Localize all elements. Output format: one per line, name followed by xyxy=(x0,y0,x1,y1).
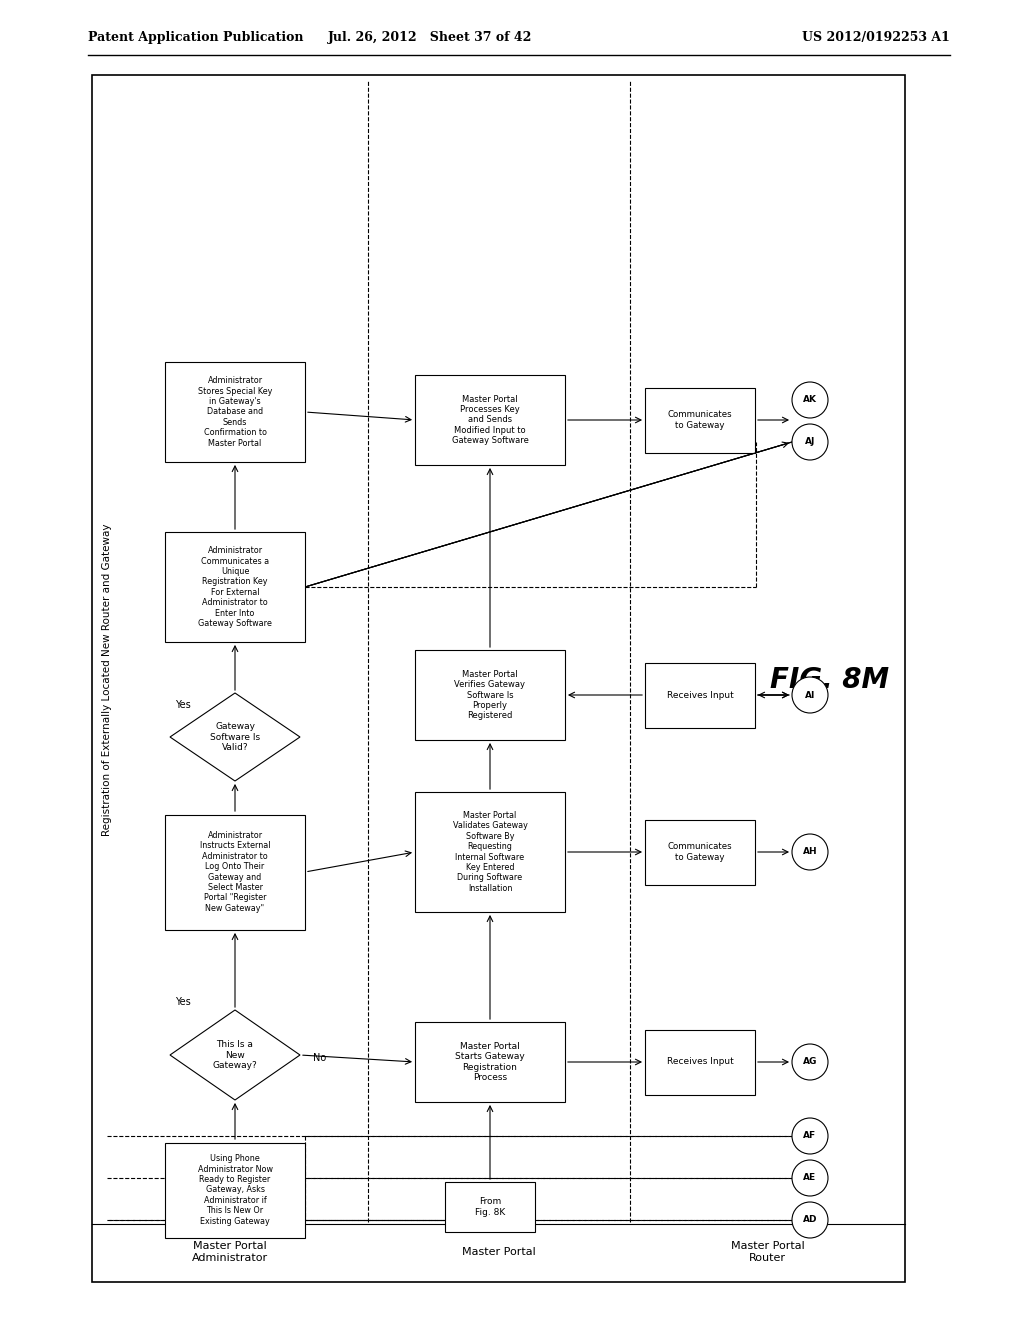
Text: Master Portal
Router: Master Portal Router xyxy=(731,1241,805,1263)
Text: Jul. 26, 2012   Sheet 37 of 42: Jul. 26, 2012 Sheet 37 of 42 xyxy=(328,30,532,44)
Circle shape xyxy=(792,1203,828,1238)
Bar xyxy=(165,532,305,642)
Circle shape xyxy=(792,1160,828,1196)
Bar xyxy=(165,814,305,929)
Bar xyxy=(415,375,565,465)
Circle shape xyxy=(792,834,828,870)
Polygon shape xyxy=(170,693,300,781)
Text: From
Fig. 8K: From Fig. 8K xyxy=(475,1197,505,1217)
Bar xyxy=(645,1030,755,1094)
Circle shape xyxy=(792,424,828,459)
Bar xyxy=(645,663,755,727)
Text: Gateway
Software Is
Valid?: Gateway Software Is Valid? xyxy=(210,722,260,752)
Text: AG: AG xyxy=(803,1057,817,1067)
Circle shape xyxy=(792,677,828,713)
Circle shape xyxy=(792,381,828,418)
Bar xyxy=(645,820,755,884)
Circle shape xyxy=(792,1044,828,1080)
Text: Administrator
Stores Special Key
in Gateway's
Database and
Sends
Confirmation to: Administrator Stores Special Key in Gate… xyxy=(198,376,272,447)
Bar xyxy=(165,362,305,462)
Text: AF: AF xyxy=(804,1131,816,1140)
Text: Using Phone
Administrator Now
Ready to Register
Gateway, Asks
Administrator if
T: Using Phone Administrator Now Ready to R… xyxy=(198,1154,272,1226)
Text: Administrator
Communicates a
Unique
Registration Key
For External
Administrator : Administrator Communicates a Unique Regi… xyxy=(198,546,272,628)
Text: Communicates
to Gateway: Communicates to Gateway xyxy=(668,411,732,430)
Text: AK: AK xyxy=(803,396,817,404)
Text: Master Portal: Master Portal xyxy=(462,1247,536,1257)
Text: Receives Input: Receives Input xyxy=(667,690,733,700)
Text: AH: AH xyxy=(803,847,817,857)
Bar xyxy=(645,388,755,453)
Bar xyxy=(415,1022,565,1102)
Polygon shape xyxy=(170,1010,300,1100)
Text: Patent Application Publication: Patent Application Publication xyxy=(88,30,303,44)
Text: No: No xyxy=(313,1053,327,1063)
Text: Master Portal
Starts Gateway
Registration
Process: Master Portal Starts Gateway Registratio… xyxy=(455,1041,525,1082)
Circle shape xyxy=(792,1118,828,1154)
Text: AE: AE xyxy=(804,1173,816,1183)
Text: FIG. 8M: FIG. 8M xyxy=(770,667,890,694)
Text: Yes: Yes xyxy=(175,997,190,1007)
Text: Receives Input: Receives Input xyxy=(667,1057,733,1067)
Text: US 2012/0192253 A1: US 2012/0192253 A1 xyxy=(802,30,950,44)
Text: AD: AD xyxy=(803,1216,817,1225)
Text: Master Portal
Administrator: Master Portal Administrator xyxy=(191,1241,268,1263)
Bar xyxy=(445,1181,535,1232)
Text: AI: AI xyxy=(805,690,815,700)
Text: Master Portal
Processes Key
and Sends
Modified Input to
Gateway Software: Master Portal Processes Key and Sends Mo… xyxy=(452,395,528,445)
Text: Master Portal
Verifies Gateway
Software Is
Properly
Registered: Master Portal Verifies Gateway Software … xyxy=(455,669,525,721)
Text: Master Portal
Validates Gateway
Software By
Requesting
Internal Software
Key Ent: Master Portal Validates Gateway Software… xyxy=(453,810,527,892)
Text: Communicates
to Gateway: Communicates to Gateway xyxy=(668,842,732,862)
Text: Yes: Yes xyxy=(175,700,190,710)
Text: AJ: AJ xyxy=(805,437,815,446)
Bar xyxy=(165,1143,305,1238)
Bar xyxy=(415,792,565,912)
Text: Registration of Externally Located New Router and Gateway: Registration of Externally Located New R… xyxy=(102,524,112,837)
Text: Administrator
Instructs External
Administrator to
Log Onto Their
Gateway and
Sel: Administrator Instructs External Adminis… xyxy=(200,832,270,913)
Bar xyxy=(92,75,905,1282)
Bar xyxy=(415,649,565,741)
Text: This Is a
New
Gateway?: This Is a New Gateway? xyxy=(213,1040,257,1071)
